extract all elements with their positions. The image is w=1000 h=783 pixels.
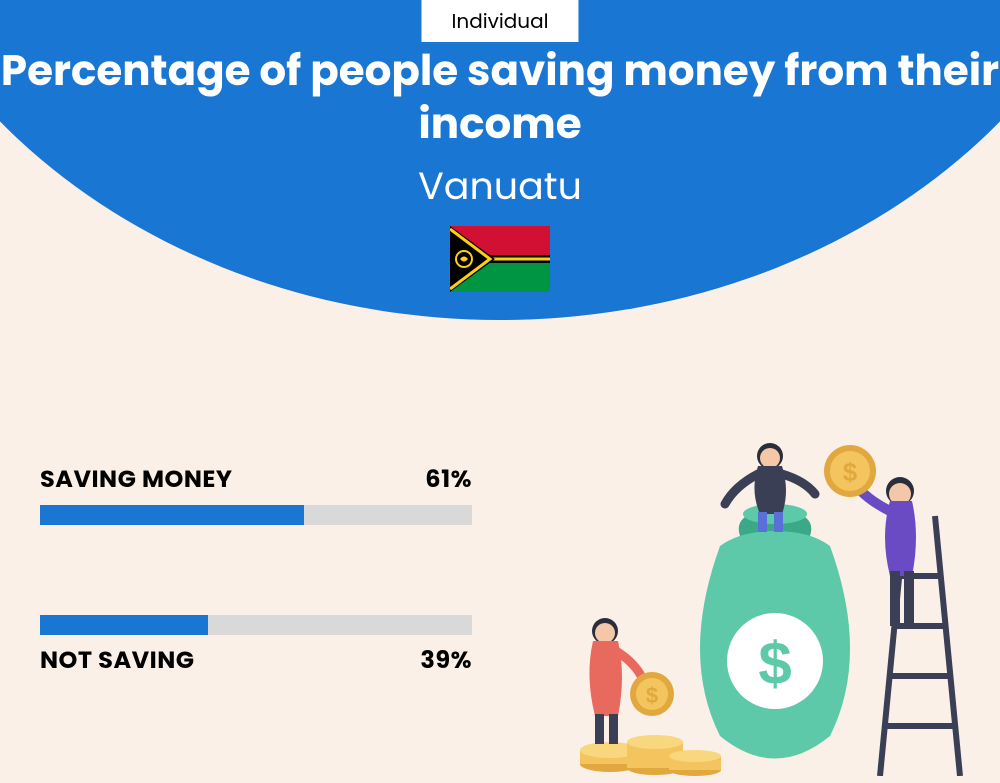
bar-saving-money: SAVING MONEY 61% — [40, 462, 472, 525]
person-left-icon: $ — [589, 618, 674, 744]
money-bag-icon: $ — [700, 504, 850, 759]
category-tag-label: Individual — [451, 7, 548, 35]
bar-label: NOT SAVING — [40, 643, 195, 678]
svg-text:$: $ — [646, 683, 658, 708]
svg-text:$: $ — [758, 630, 791, 697]
money-illustration: $ $ — [560, 436, 980, 776]
flag-vanuatu — [450, 226, 550, 292]
bar-fill — [40, 505, 304, 525]
page-title: Percentage of people saving money from t… — [0, 45, 1000, 150]
bar-fill — [40, 615, 208, 635]
country-name: Vanuatu — [0, 158, 1000, 215]
bars-container: SAVING MONEY 61% NOT SAVING 39% — [40, 462, 472, 768]
bar-track — [40, 615, 472, 635]
svg-text:$: $ — [843, 457, 858, 487]
bar-not-saving: NOT SAVING 39% — [40, 615, 472, 678]
category-tag: Individual — [421, 0, 578, 42]
bar-value: 61% — [425, 462, 472, 497]
bar-track — [40, 505, 472, 525]
bar-value: 39% — [420, 643, 472, 678]
bar-label: SAVING MONEY — [40, 462, 233, 497]
